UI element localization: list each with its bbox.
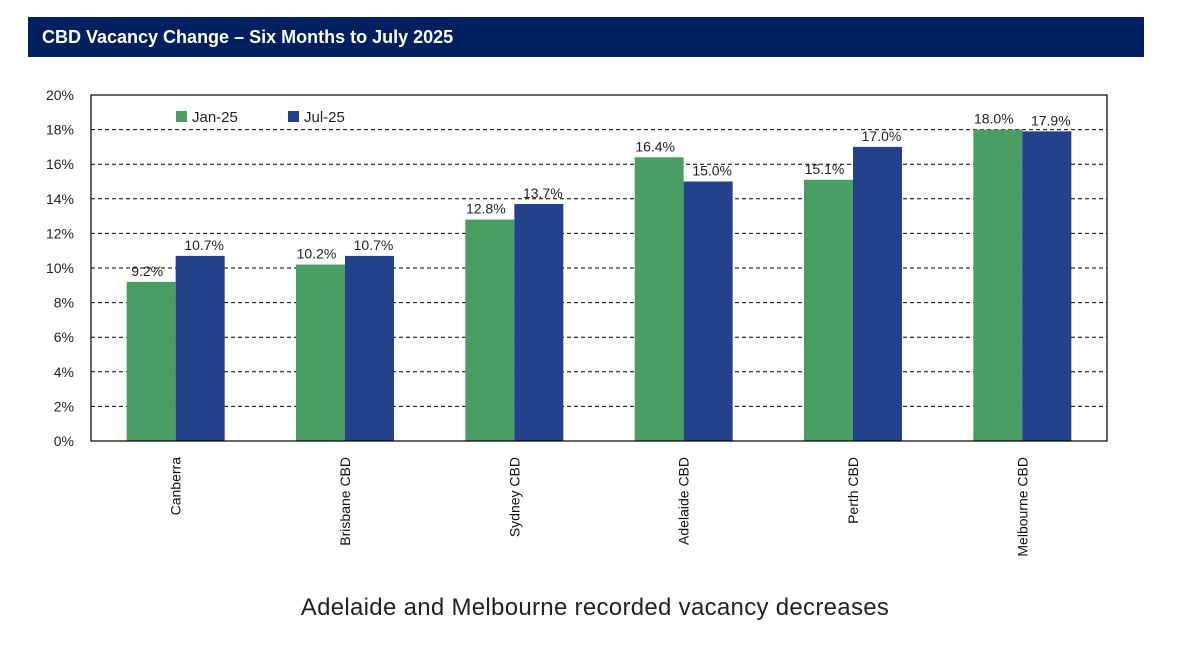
bar-jan: [804, 179, 853, 441]
y-tick-label: 0%: [54, 433, 74, 449]
data-label: 15.0%: [692, 163, 732, 179]
data-label: 15.1%: [805, 161, 845, 177]
y-tick-label: 20%: [46, 87, 74, 103]
x-category-label: Perth CBD: [845, 457, 861, 524]
data-label: 17.0%: [862, 128, 902, 144]
legend-swatch-jan: [176, 111, 187, 122]
plot-frame: [90, 94, 1108, 442]
y-tick-label: 10%: [46, 260, 74, 276]
bar-jul: [175, 255, 225, 441]
y-tick-label: 2%: [54, 398, 74, 414]
y-tick-label: 4%: [54, 364, 74, 380]
x-category-label: Adelaide CBD: [676, 457, 692, 545]
legend-label: Jul-25: [304, 109, 345, 126]
bar-jul: [853, 146, 902, 441]
data-label: 17.9%: [1031, 112, 1071, 128]
data-label: 10.2%: [297, 246, 337, 262]
data-label: 12.8%: [466, 201, 506, 217]
data-label: 13.7%: [523, 185, 563, 201]
bar-jan: [634, 157, 684, 441]
axes: 0% 2% 4% 6% 8% 10% 12% 14% 16% 18% 20% Canberra Bris…: [46, 87, 1108, 557]
bar-jul: [683, 181, 733, 441]
bar-jul: [345, 255, 394, 441]
bar-jan: [296, 264, 345, 441]
bar-jan: [465, 219, 515, 441]
data-label: 10.7%: [354, 237, 394, 253]
bar-jul: [1022, 131, 1072, 441]
x-category-label: Sydney CBD: [506, 457, 522, 537]
data-labels: 9.2% 10.7% 10.2% 10.7% 12.8% 13.7% 16.4% 15.0% 1…: [131, 111, 1070, 279]
y-tick-label: 6%: [54, 329, 74, 345]
y-tick-label: 8%: [54, 295, 74, 311]
data-label: 18.0%: [974, 111, 1014, 127]
bar-jan: [973, 129, 1023, 441]
chart-caption: Adelaide and Melbourne recorded vacancy …: [300, 594, 890, 621]
legend-label: Jan-25: [192, 109, 238, 126]
bars: [126, 129, 1072, 441]
legend-swatch-jul: [288, 111, 299, 122]
legend: Jan-25 Jul-25: [176, 109, 345, 126]
gridlines: [91, 129, 1107, 407]
chart-title: CBD Vacancy Change – Six Months to July …: [42, 27, 454, 47]
y-tick-label: 16%: [46, 156, 74, 172]
bar-jan: [126, 281, 176, 441]
bar-jul: [514, 203, 564, 441]
data-label: 10.7%: [184, 237, 224, 253]
bar-chart: 9.2% 10.7% 10.2% 10.7% 12.8% 13.7% 16.4% 15.0% 1…: [46, 87, 1108, 557]
y-tick-label: 18%: [46, 122, 74, 138]
x-category-label: Brisbane CBD: [337, 457, 353, 546]
x-category-label: Canberra: [168, 457, 184, 516]
data-label: 9.2%: [131, 263, 163, 279]
data-label: 16.4%: [635, 138, 675, 154]
x-category-label: Melbourne CBD: [1014, 457, 1030, 557]
chart-title-bar: CBD Vacancy Change – Six Months to July …: [28, 17, 1144, 57]
y-tick-label: 12%: [46, 225, 74, 241]
y-tick-label: 14%: [46, 191, 74, 207]
